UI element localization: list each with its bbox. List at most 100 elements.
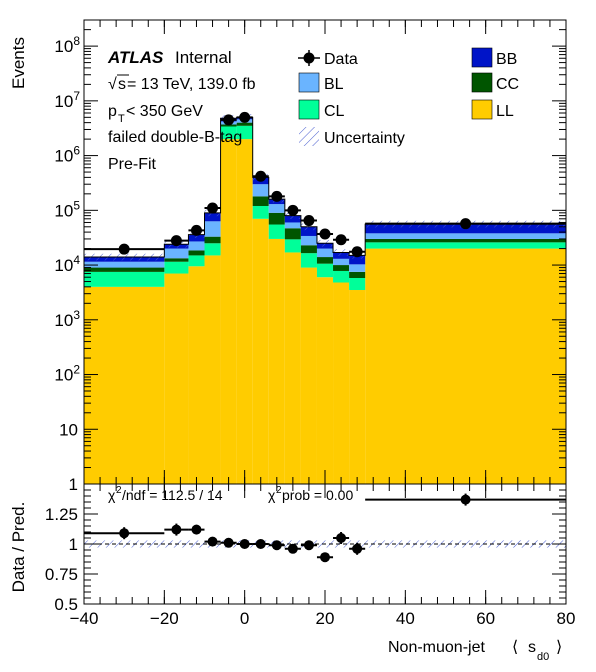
bar-cc-bin-13 [365,238,566,243]
y-tick-label-0: 1 [69,475,78,494]
svg-text:prob = 0.00: prob = 0.00 [282,487,353,503]
bar-cc-bin-9 [300,245,317,254]
y-axis-title-ratio: Data / Pred. [9,502,28,593]
ratio-axes: 0.5 0.75 1 1.25 −40 −20 0 20 40 60 80 [45,483,576,628]
bar-bl-bin-13 [365,233,566,239]
y-tick-label-1: 10 [59,420,78,439]
bar-cl-bin-7 [268,224,285,239]
ratio-point-9 [303,540,314,551]
svg-text:2: 2 [116,485,122,496]
svg-text:/ndf = 112.5 / 14: /ndf = 112.5 / 14 [122,487,223,503]
bar-ll-bin-5 [236,139,253,485]
svg-text:Uncertainty: Uncertainty [324,130,405,147]
bar-bb-bin-8 [284,215,301,223]
legend-entry-data: Data [298,50,358,68]
ratio-y-tick-label-1: 0.75 [45,565,78,584]
svg-text:⟨: ⟨ [512,639,518,656]
ratio-uncertainty-band [84,540,566,548]
data-point-4 [223,114,235,126]
bar-ll-bin-8 [284,252,301,484]
ratio-point-1 [171,524,182,535]
bar-cl-bin-3 [204,243,221,256]
x-tick-label-6: 80 [557,609,576,628]
bar-bl-bin-11 [333,258,350,266]
bar-bl-bin-3 [204,221,221,237]
data-point-13 [460,218,472,230]
bar-bl-bin-8 [284,222,301,229]
main-axes: 1 10 102 103 104 105 106 107 108 [54,19,567,494]
bar-cl-bin-5 [236,125,253,140]
ratio-point-4 [223,537,234,548]
stack-outline [83,116,567,484]
svg-text:T: T [118,113,125,125]
bar-bl-bin-9 [300,235,317,246]
bar-ll-bin-10 [316,277,334,484]
bar-bb-bin-2 [188,234,205,242]
bar-cc-bin-6 [252,196,269,206]
svg-text:√: √ [108,76,117,93]
bar-cc-bin-0 [84,267,165,272]
ratio-point-13 [460,494,471,505]
tag-label: failed double-B-tag [108,129,242,146]
bar-cl-bin-2 [188,255,205,267]
bar-cl-bin-6 [252,205,269,219]
chi2-label: χ 2 /ndf = 112.5 / 14 [108,485,223,503]
x-tick-label-3: 20 [316,609,335,628]
x-axis-title: Non-muon-jet ⟨ s d0 ⟩ [388,639,562,663]
bar-cc-bin-8 [284,228,301,240]
ratio-points [84,493,566,563]
x-tick-label-4: 40 [396,609,415,628]
legend-entry-bl: BL [298,72,344,93]
bar-ll-bin-11 [333,282,350,484]
y-tick-label-6: 106 [54,144,80,166]
bar-bl-bin-0 [84,261,165,268]
bar-cl-bin-11 [333,270,350,283]
legend-entry-bb: BB [471,47,517,68]
ratio-y-tick-label-2: 1 [69,535,78,554]
svg-text:s: s [118,76,126,93]
x-tick-label-2: 0 [240,609,249,628]
bar-cl-bin-8 [284,239,301,253]
bar-cc-bin-7 [268,212,285,225]
energy-label: √ s = 13 TeV, 139.0 fb [108,74,256,93]
ratio-point-10 [320,552,330,563]
ratio-point-6 [255,539,266,549]
svg-text:p: p [108,103,117,120]
ratio-point-7 [271,540,282,551]
bar-cc-bin-12 [349,271,366,279]
legend-entry-cc: CC [471,72,519,93]
bar-cc-bin-2 [188,250,205,256]
svg-text:Data: Data [324,51,358,68]
bar-ll-bin-6 [252,218,269,484]
svg-text:Internal: Internal [175,48,232,67]
y-tick-label-8: 108 [54,34,80,56]
data-point-12 [351,246,363,258]
svg-text:BL: BL [324,76,344,93]
bar-bb-bin-12 [349,255,366,265]
x-tick-label-0: −40 [70,609,99,628]
ratio-point-12 [352,543,363,554]
bar-ll-bin-0 [84,286,165,484]
ratio-point-3 [207,536,218,547]
svg-text:CL: CL [324,103,345,120]
data-point-6 [255,170,267,182]
x-tick-label-5: 60 [476,609,495,628]
legend: ATLAS Internal √ s = 13 TeV, 139.0 fb p … [107,47,519,173]
bar-ll-bin-3 [204,255,221,484]
bar-cc-bin-1 [164,258,189,262]
svg-text:= 13 TeV, 139.0 fb: = 13 TeV, 139.0 fb [127,76,256,93]
bar-bl-bin-1 [164,248,189,259]
y-tick-label-3: 103 [54,308,80,330]
svg-text:χ: χ [268,487,276,503]
bar-bl-bin-12 [349,264,366,272]
y-tick-label-4: 104 [54,253,80,275]
bar-bb-bin-3 [204,212,221,222]
data-point-11 [335,234,347,246]
svg-text:d0: d0 [537,651,549,663]
svg-text:⟩: ⟩ [556,639,562,656]
data-point-1 [170,235,182,247]
ratio-y-tick-label-3: 1.25 [45,505,78,524]
data-point-5 [239,111,251,123]
chi2-prob-label: χ 2 prob = 0.00 [268,485,353,503]
